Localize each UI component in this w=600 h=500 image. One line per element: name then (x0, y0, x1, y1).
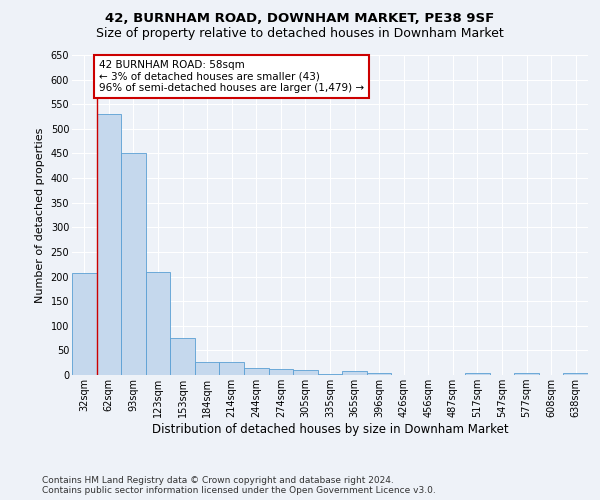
Bar (121, 154, 146, 375)
Y-axis label: Number of detached properties: Number of detached properties (35, 128, 45, 302)
Bar (318, 374, 342, 375)
Bar (367, 372, 391, 375)
Bar (269, 368, 293, 375)
Text: Contains HM Land Registry data © Crown copyright and database right 2024.: Contains HM Land Registry data © Crown c… (42, 476, 394, 485)
Bar (563, 372, 588, 375)
Bar (97, 114, 121, 375)
Bar (146, 272, 170, 375)
Text: Contains public sector information licensed under the Open Government Licence v3: Contains public sector information licen… (42, 486, 436, 495)
Text: 42, BURNHAM ROAD, DOWNHAM MARKET, PE38 9SF: 42, BURNHAM ROAD, DOWNHAM MARKET, PE38 9… (106, 12, 494, 26)
Bar (195, 362, 220, 375)
Bar (244, 368, 269, 375)
Bar (465, 372, 490, 375)
Bar (220, 362, 244, 375)
Text: Size of property relative to detached houses in Downham Market: Size of property relative to detached ho… (96, 28, 504, 40)
Text: 42 BURNHAM ROAD: 58sqm
← 3% of detached houses are smaller (43)
96% of semi-deta: 42 BURNHAM ROAD: 58sqm ← 3% of detached … (99, 60, 364, 93)
Bar (342, 371, 367, 375)
Bar (293, 370, 318, 375)
Bar (170, 338, 195, 375)
Bar (72, 273, 97, 375)
Bar (514, 372, 539, 375)
X-axis label: Distribution of detached houses by size in Downham Market: Distribution of detached houses by size … (152, 423, 508, 436)
